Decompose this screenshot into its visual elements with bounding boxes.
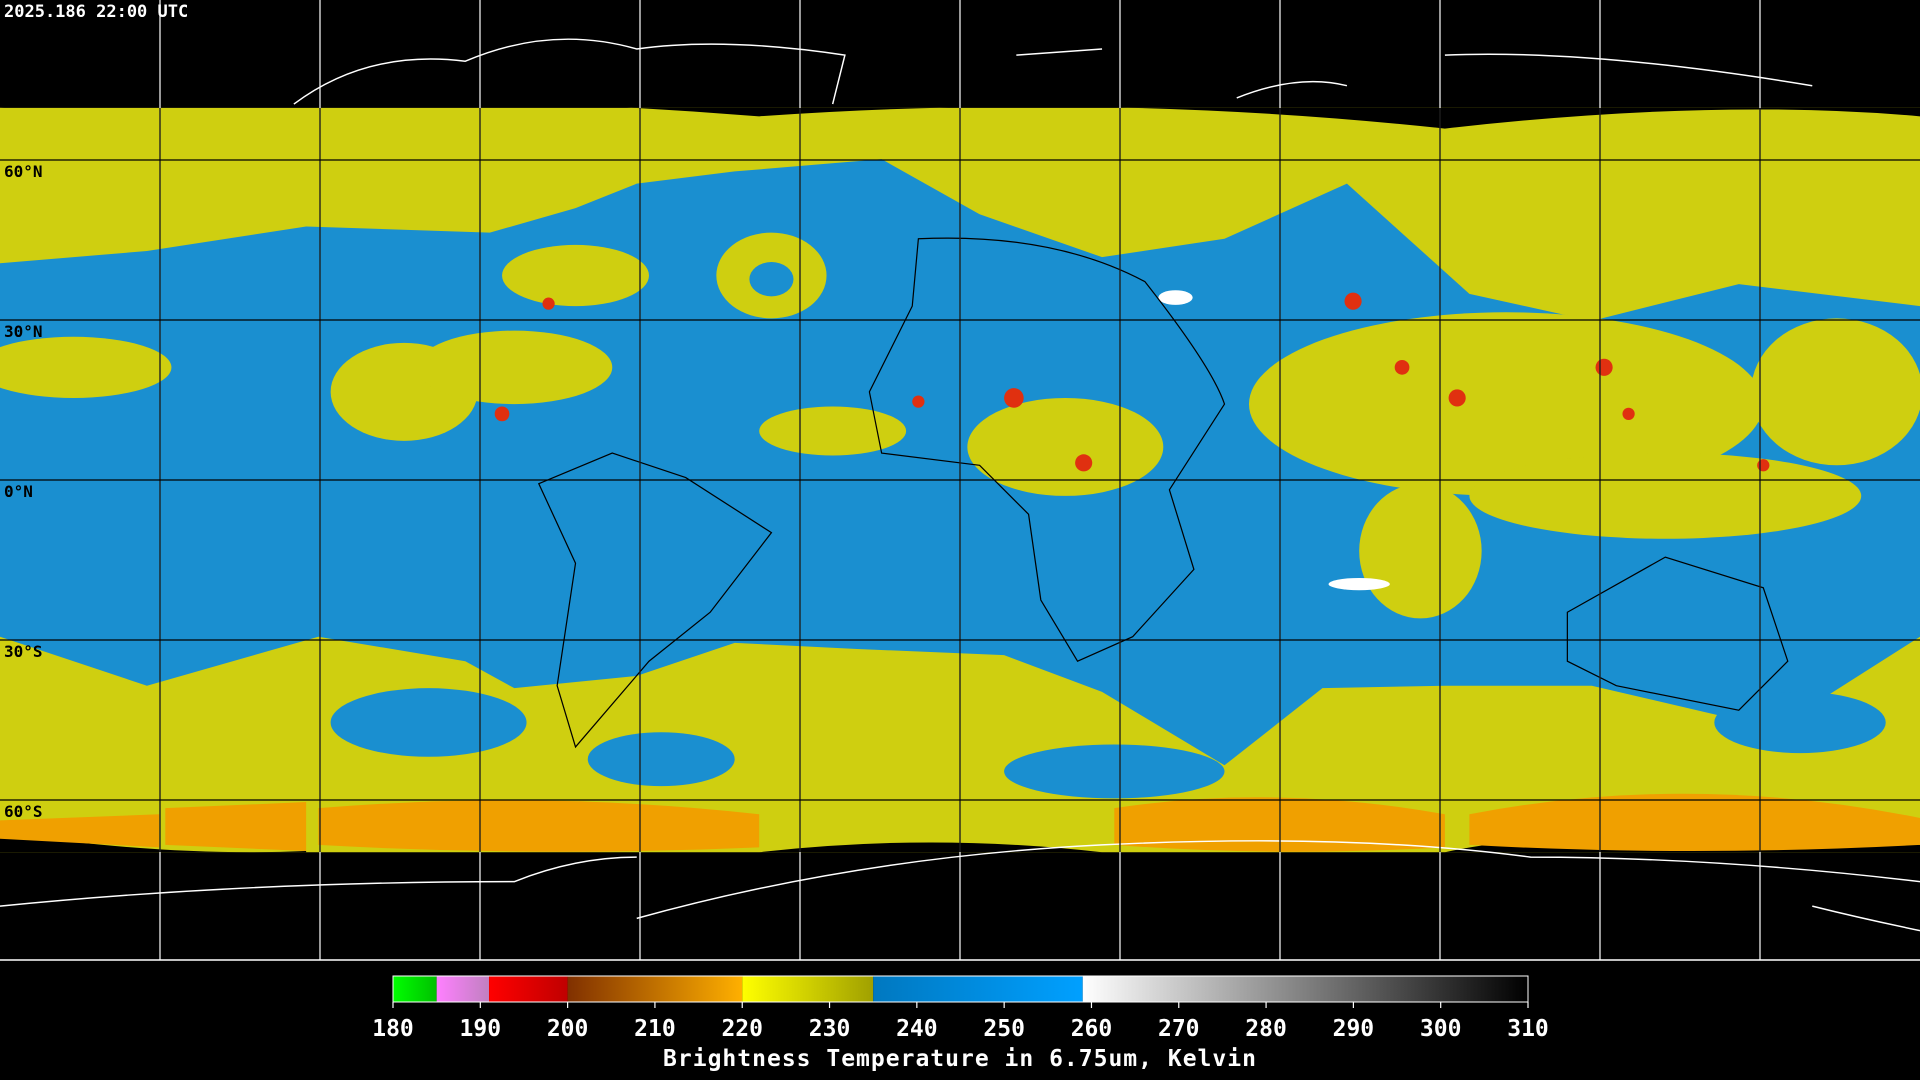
colorbar-tick-label: 310	[1507, 1016, 1549, 1042]
dry-patches	[330, 262, 1886, 799]
colorbar-segment	[436, 976, 490, 1002]
colorbar-segment	[567, 976, 743, 1002]
lat-label: 0°N	[4, 482, 33, 501]
colorbar-segment	[489, 976, 568, 1002]
timestamp: 2025.186 22:00 UTC	[4, 2, 188, 22]
colorbar-tick-label: 220	[721, 1016, 763, 1042]
colorbar-tick-label: 230	[809, 1016, 851, 1042]
colorbar-tick-label: 210	[634, 1016, 676, 1042]
lat-label: 30°N	[4, 322, 43, 341]
lat-label: 60°S	[4, 802, 43, 821]
colorbar-title: Brightness Temperature in 6.75um, Kelvin	[663, 1046, 1257, 1072]
moist-patches	[0, 232, 1920, 619]
colorbar-frame	[392, 975, 1529, 1003]
colorbar-tick-label: 190	[460, 1016, 502, 1042]
colorbar-segment	[1082, 976, 1528, 1002]
colorbar-tick-label: 200	[547, 1016, 589, 1042]
colorbar-tick-label: 280	[1245, 1016, 1287, 1042]
colorbar-tick-label: 180	[372, 1016, 414, 1042]
graticule: 60°N 30°N 0°N 30°S 60°S	[0, 0, 1920, 961]
colorbar-tick-label: 300	[1420, 1016, 1462, 1042]
colorbar-tick-label: 290	[1333, 1016, 1375, 1042]
colorbar-segment	[393, 976, 437, 1002]
colorbar-tick-label: 250	[983, 1016, 1025, 1042]
colorbar-segment	[873, 976, 1083, 1002]
coastlines	[537, 237, 1789, 749]
colorbar: 180 190 200 210 220 230 240 250 260 270 280 290 300 3…	[372, 975, 1549, 1042]
polar-coastlines	[0, 38, 1920, 932]
lat-label: 30°S	[4, 642, 43, 661]
colorbar-segment	[742, 976, 874, 1002]
colorbar-tick-label: 260	[1071, 1016, 1113, 1042]
colorbar-tick-label: 270	[1158, 1016, 1200, 1042]
lat-label: 60°N	[4, 162, 43, 181]
colorbar-tick-label: 240	[896, 1016, 938, 1042]
warm-spots	[1158, 290, 1390, 591]
convection	[494, 292, 1770, 472]
